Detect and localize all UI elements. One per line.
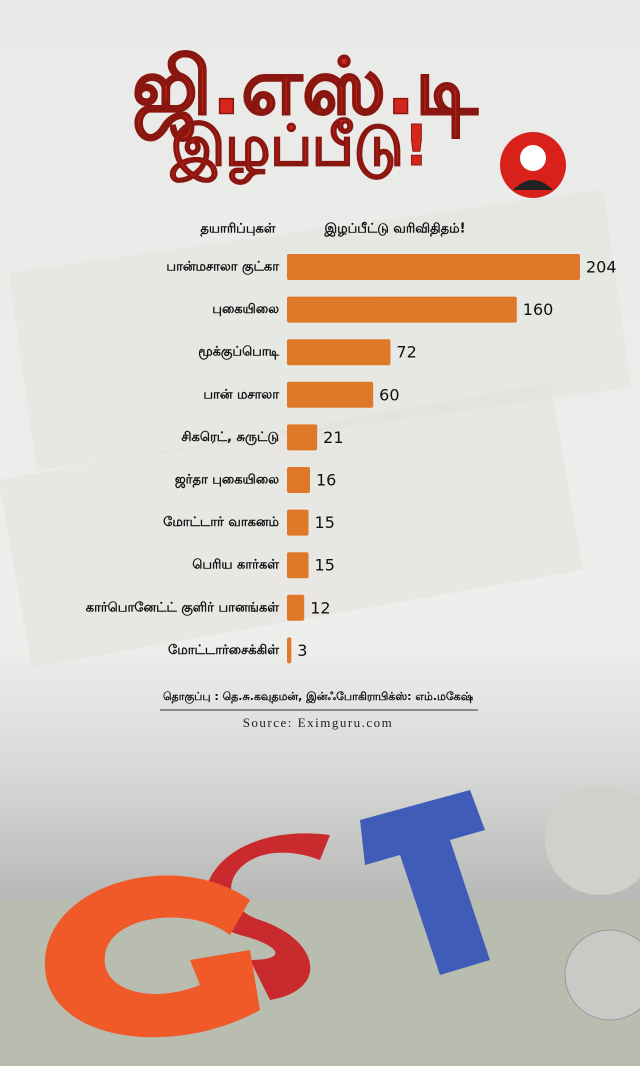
category-label: கார்பொனேட்ட் குளிர் பானங்கள் [86,600,279,615]
value-label: 12 [310,598,330,617]
category-header: தயாரிப்புகள் [200,222,275,237]
category-label: மோட்டார் வாகனம் [163,515,279,530]
category-label: சிகரெட், சுருட்டு [181,430,279,445]
value-label: 72 [396,343,416,362]
source: Source: Eximguru.com [243,715,394,730]
bar [287,509,309,536]
bar [287,467,310,493]
value-label: 204 [586,258,617,277]
value-label: 21 [323,428,343,447]
letter-g [44,875,260,1038]
bar [287,381,374,408]
value-label: 16 [316,471,336,490]
bar [287,296,517,323]
subtitle: இழப்பீடு! [170,114,429,185]
coin [564,929,640,1021]
coin [545,785,640,895]
value-label: 3 [297,641,307,660]
logo-face [520,145,546,171]
category-label: ஜர்தா புகையிலை [175,473,279,489]
bar [287,552,309,579]
letter-t [360,790,490,975]
title: ஜி.எஸ்.டி [132,42,478,141]
bar [287,254,580,280]
value-header: இழப்பீட்டு வரிவிதிதம்! [323,221,465,237]
category-label: பெரிய கார்கள் [192,558,279,573]
category-label: புகையிலை [212,302,279,317]
value-label: 160 [523,300,554,319]
value-label: 15 [315,556,335,575]
logo-body [513,180,553,190]
bar [287,339,391,366]
category-label: பான் மசாலா [203,387,279,402]
category-label: மோட்டார்சைக்கிள் [168,643,279,658]
value-label: 15 [315,513,335,532]
category-label: பான்மசாலா குட்கா [166,260,279,275]
bar [287,424,318,451]
value-label: 60 [379,385,399,404]
category-label: மூக்குப்பொடி [198,345,279,360]
credit: தொகுப்பு : தெ.சு.கவுதமன், இன்ஃபோகிராபிக்… [163,690,473,705]
letter-s [205,833,330,1000]
bar [287,637,292,664]
bar [287,594,305,621]
